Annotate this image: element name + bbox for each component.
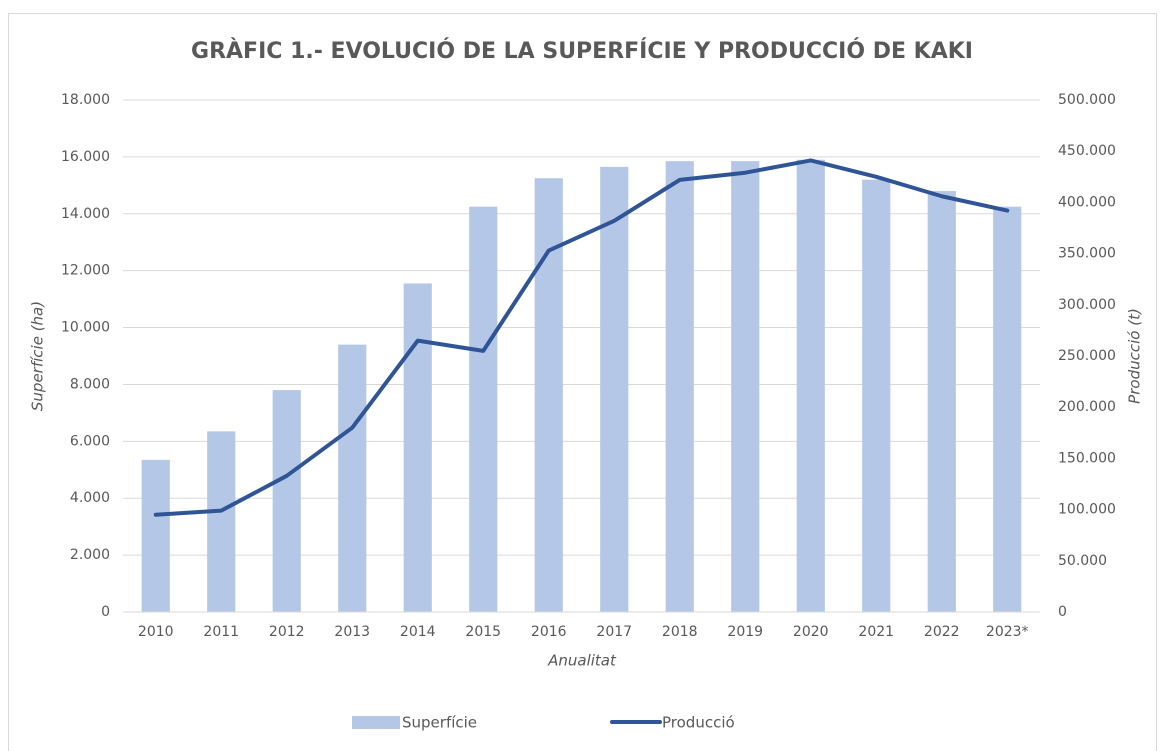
y-tick-label: 18.000 [61,92,110,108]
bar [403,283,432,612]
y-axis-label: Superfície (ha) [29,301,47,411]
y2-tick-label: 500.000 [1058,92,1116,108]
bar [338,344,367,612]
x-tick-label: 2011 [203,624,239,640]
y2-tick-label: 100.000 [1058,502,1116,518]
x-tick-label: 2014 [400,624,436,640]
y2-tick-label: 450.000 [1058,143,1116,159]
y-tick-label: 12.000 [61,263,110,279]
bar [927,191,956,612]
legend-label: Superfície [402,714,477,732]
bar [665,161,694,612]
y2-tick-label: 0 [1058,604,1067,620]
x-tick-label: 2016 [531,624,567,640]
chart-title: GRÀFIC 1.- EVOLUCIÓ DE LA SUPERFÍCIE Y P… [191,38,973,64]
y-tick-label: 14.000 [61,206,110,222]
x-tick-label: 2013 [334,624,370,640]
y2-tick-label: 400.000 [1058,194,1116,210]
x-axis-label: Anualitat [547,652,617,670]
y2-tick-label: 300.000 [1058,297,1116,313]
chart-border [8,13,1157,751]
bar [534,178,563,612]
bar [272,390,301,612]
line [153,158,1010,517]
y-tick-label: 2.000 [70,547,110,563]
x-tick-label: 2017 [596,624,632,640]
y-tick-label: 10.000 [61,320,110,336]
y2-tick-label: 50.000 [1058,553,1107,569]
x-tick-label: 2023* [986,624,1029,640]
y2-axis-label: Producció (t) [1126,308,1144,404]
y-tick-label: 0 [101,604,110,620]
x-tick-label: 2019 [727,624,763,640]
y2-tick-label: 350.000 [1058,246,1116,262]
bar [469,206,498,612]
x-tick-label: 2020 [793,624,829,640]
x-tick-label: 2018 [662,624,698,640]
y-tick-label: 8.000 [70,376,110,392]
bar [862,179,891,612]
bar [207,431,236,612]
legend-label: Producció [662,714,735,732]
y2-tick-label: 250.000 [1058,348,1116,364]
y-tick-label: 6.000 [70,433,110,449]
y-tick-label: 16.000 [61,149,110,165]
x-tick-label: 2012 [269,624,305,640]
x-tick-label: 2021 [858,624,894,640]
x-tick-label: 2015 [465,624,501,640]
y-tick-label: 4.000 [70,490,110,506]
legend-swatch [352,716,400,729]
x-tick-label: 2010 [138,624,174,640]
bar [731,161,760,612]
bar [600,166,629,612]
bar [141,459,170,612]
bar [796,159,825,612]
y2-tick-label: 200.000 [1058,399,1116,415]
bar [993,206,1022,612]
y2-tick-label: 150.000 [1058,450,1116,466]
x-tick-label: 2022 [924,624,960,640]
